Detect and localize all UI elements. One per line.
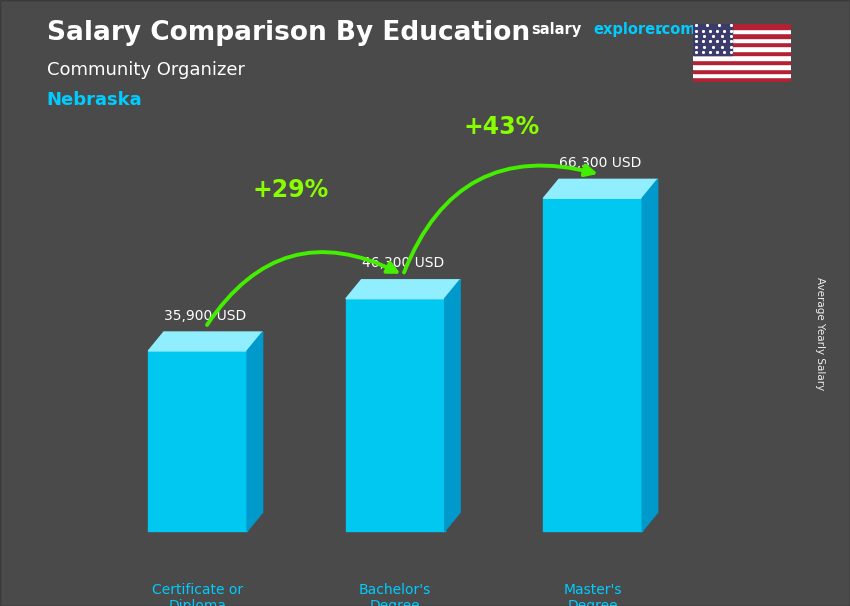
Bar — [693, 33, 791, 38]
Bar — [693, 24, 732, 55]
Bar — [693, 38, 791, 42]
Bar — [693, 24, 791, 28]
Text: +29%: +29% — [252, 178, 328, 202]
Bar — [693, 68, 791, 73]
Polygon shape — [543, 179, 658, 198]
Text: .com: .com — [656, 22, 695, 36]
Text: Average Yearly Salary: Average Yearly Salary — [815, 277, 825, 390]
Bar — [693, 47, 791, 51]
Polygon shape — [148, 332, 263, 351]
Text: Master's
Degree: Master's Degree — [564, 583, 622, 606]
Text: 46,300 USD: 46,300 USD — [362, 256, 445, 270]
Polygon shape — [445, 280, 460, 531]
Bar — [693, 64, 791, 68]
Text: 35,900 USD: 35,900 USD — [164, 308, 246, 322]
Text: explorer: explorer — [593, 22, 663, 36]
Text: Salary Comparison By Education: Salary Comparison By Education — [47, 21, 530, 46]
Text: Bachelor's
Degree: Bachelor's Degree — [359, 583, 431, 606]
Bar — [693, 42, 791, 47]
Polygon shape — [148, 351, 247, 531]
Bar — [693, 51, 791, 55]
Polygon shape — [543, 198, 643, 531]
Polygon shape — [346, 299, 445, 531]
Text: salary: salary — [531, 22, 581, 36]
Bar — [693, 28, 791, 33]
Polygon shape — [247, 332, 263, 531]
Bar — [693, 78, 791, 82]
Polygon shape — [643, 179, 658, 531]
Text: Community Organizer: Community Organizer — [47, 61, 245, 79]
Text: Nebraska: Nebraska — [47, 91, 142, 109]
Text: Certificate or
Diploma: Certificate or Diploma — [152, 583, 243, 606]
Text: 66,300 USD: 66,300 USD — [559, 156, 642, 170]
Bar — [693, 59, 791, 64]
Bar — [693, 55, 791, 59]
Text: +43%: +43% — [463, 115, 540, 139]
Polygon shape — [346, 280, 460, 299]
Bar — [693, 73, 791, 78]
